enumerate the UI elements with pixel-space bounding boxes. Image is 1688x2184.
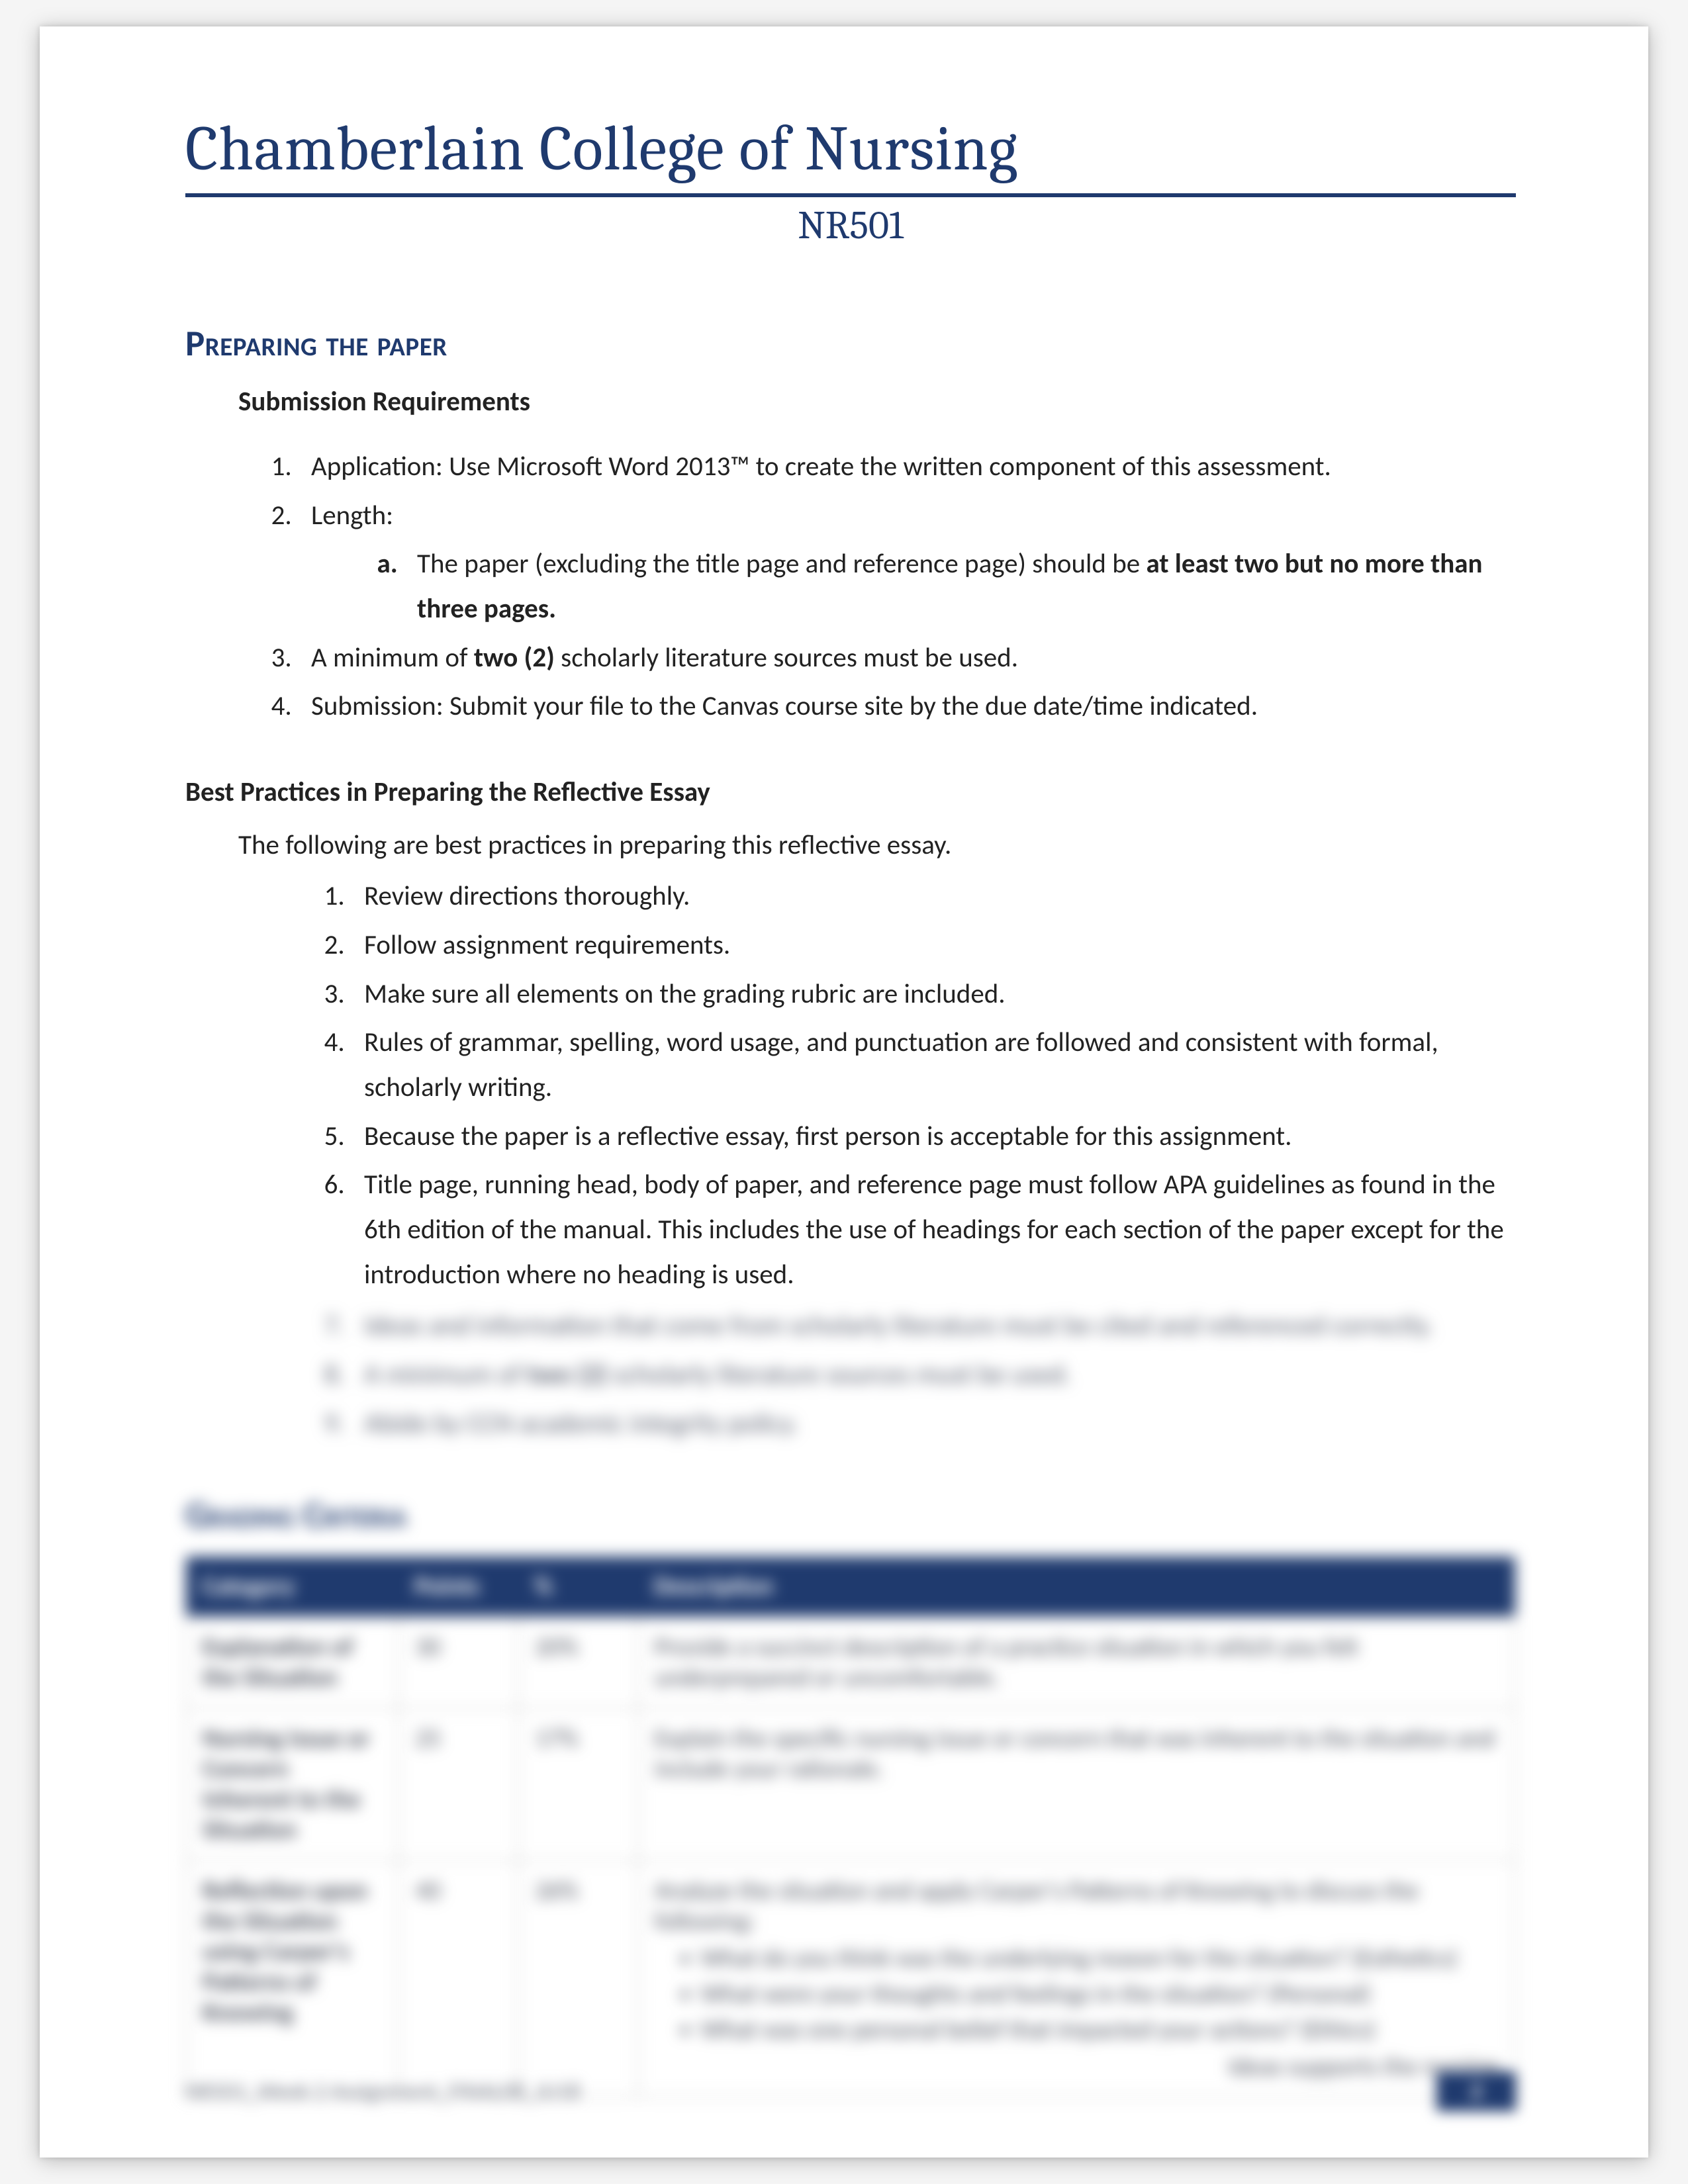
grading-rubric-table: Category Points % Description Explanatio… bbox=[185, 1557, 1516, 2098]
requirement-item: Application: Use Microsoft Word 2013™ to… bbox=[298, 445, 1516, 490]
cell-points: 25 bbox=[399, 1708, 518, 1860]
requirement-text: A minimum of bbox=[364, 1358, 527, 1391]
requirement-text: scholarly literature sources must be use… bbox=[608, 1358, 1071, 1391]
cell-points: 30 bbox=[399, 1617, 518, 1708]
blurred-preview-region: Ideas and information that come from sch… bbox=[185, 1304, 1516, 2098]
best-practice-item: Follow assignment requirements. bbox=[351, 923, 1516, 968]
submission-requirements-list: Application: Use Microsoft Word 2013™ to… bbox=[238, 445, 1516, 729]
description-bullet: What were your thoughts and feelings in … bbox=[701, 1979, 1499, 2009]
requirement-text: A minimum of bbox=[311, 641, 474, 674]
requirement-sublist: The paper (excluding the title page and … bbox=[357, 542, 1516, 631]
cell-percent: 17% bbox=[518, 1708, 638, 1860]
cell-percent: 26% bbox=[518, 1860, 638, 2097]
table-row: Explanation of the Situation 30 20% Prov… bbox=[186, 1617, 1515, 1708]
section-heading-preparing: Preparing the paper bbox=[185, 321, 1516, 365]
best-practice-item: Abide by CCN academic integrity policy. bbox=[351, 1402, 1516, 1447]
description-bullet: What was one personal belief that impact… bbox=[701, 2015, 1499, 2045]
column-header-percent: % bbox=[518, 1557, 638, 1617]
document-page: Chamberlain College of Nursing NR501 Pre… bbox=[40, 26, 1648, 2158]
course-code: NR501 bbox=[185, 203, 1516, 248]
best-practice-item: Make sure all elements on the grading ru… bbox=[351, 972, 1516, 1017]
footer-filename: NR501_Week 2 Assignment_FINAL08_JU18 bbox=[185, 2078, 580, 2105]
requirement-item: Length: The paper (excluding the title p… bbox=[298, 494, 1516, 632]
cell-category: Nursing Issue or Concern Inherent to the… bbox=[186, 1708, 399, 1860]
requirement-item: A minimum of two (2) scholarly literatur… bbox=[298, 636, 1516, 681]
institution-title: Chamberlain College of Nursing bbox=[185, 113, 1516, 185]
grading-criteria-heading: Grading Criteria bbox=[185, 1492, 1516, 1537]
best-practice-item: Because the paper is a reflective essay,… bbox=[351, 1115, 1516, 1160]
cell-category: Reflection upon the Situation using Carp… bbox=[186, 1860, 399, 2097]
table-row: Reflection upon the Situation using Carp… bbox=[186, 1860, 1515, 2097]
best-practice-item: Rules of grammar, spelling, word usage, … bbox=[351, 1021, 1516, 1110]
header-rule bbox=[185, 193, 1516, 197]
best-practice-item: A minimum of two (2) scholarly literatur… bbox=[351, 1353, 1516, 1398]
best-practices-intro: The following are best practices in prep… bbox=[238, 823, 1516, 868]
page-header: Chamberlain College of Nursing NR501 bbox=[185, 113, 1516, 248]
cell-percent: 20% bbox=[518, 1617, 638, 1708]
requirement-text: The paper (excluding the title page and … bbox=[417, 547, 1146, 580]
best-practices-heading: Best Practices in Preparing the Reflecti… bbox=[185, 776, 1516, 809]
requirement-item: Submission: Submit your file to the Canv… bbox=[298, 684, 1516, 729]
requirement-text: scholarly literature sources must be use… bbox=[555, 641, 1018, 674]
best-practices-list: Review directions thoroughly. Follow ass… bbox=[291, 874, 1516, 1297]
best-practice-item: Review directions thoroughly. bbox=[351, 874, 1516, 919]
cell-description: Provide a succinct description of a prac… bbox=[638, 1617, 1515, 1708]
requirement-bold: two (2) bbox=[474, 641, 555, 674]
description-lead: Analyze the situation and apply Carper's… bbox=[655, 1876, 1419, 1936]
cell-description: Explain the specific nursing issue or co… bbox=[638, 1708, 1515, 1860]
best-practices-list-blurred: Ideas and information that come from sch… bbox=[291, 1304, 1516, 1446]
description-bullets: What do you think was the underlying rea… bbox=[701, 1943, 1499, 2045]
description-bullet: What do you think was the underlying rea… bbox=[701, 1943, 1499, 1974]
requirement-bold: two (2) bbox=[527, 1358, 608, 1391]
best-practice-item: Ideas and information that come from sch… bbox=[351, 1304, 1516, 1349]
best-practice-item: Title page, running head, body of paper,… bbox=[351, 1163, 1516, 1297]
column-header-category: Category bbox=[186, 1557, 399, 1617]
footer-page-number: 2 bbox=[1436, 2071, 1516, 2111]
table-header-row: Category Points % Description bbox=[186, 1557, 1515, 1617]
column-header-points: Points bbox=[399, 1557, 518, 1617]
cell-description: Analyze the situation and apply Carper's… bbox=[638, 1860, 1515, 2097]
requirement-subitem: The paper (excluding the title page and … bbox=[404, 542, 1516, 631]
column-header-description: Description bbox=[638, 1557, 1515, 1617]
submission-requirements-heading: Submission Requirements bbox=[238, 385, 1516, 418]
requirement-text: Length: bbox=[311, 499, 393, 532]
page-footer: NR501_Week 2 Assignment_FINAL08_JU18 2 bbox=[185, 2071, 1516, 2111]
table-row: Nursing Issue or Concern Inherent to the… bbox=[186, 1708, 1515, 1860]
cell-category: Explanation of the Situation bbox=[186, 1617, 399, 1708]
cell-points: 40 bbox=[399, 1860, 518, 2097]
